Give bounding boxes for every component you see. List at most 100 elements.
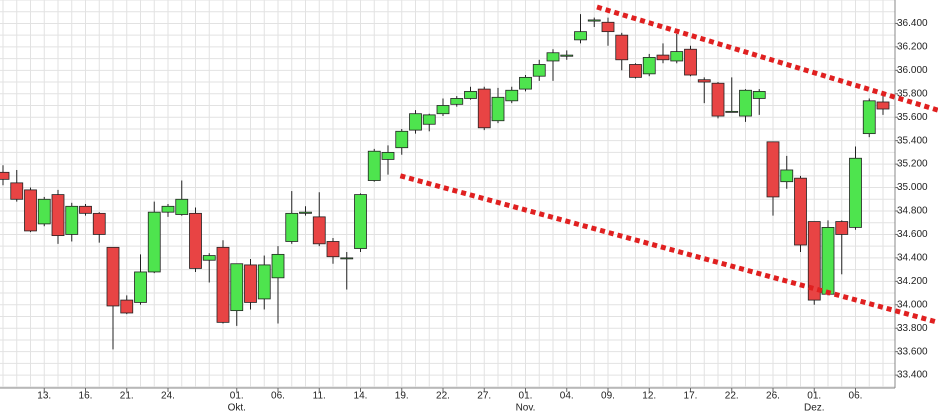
y-tick-label: 33.800 — [897, 323, 928, 334]
y-tick-label: 34.400 — [897, 253, 928, 264]
candle-body — [642, 57, 656, 75]
x-tick-label: 11. — [313, 391, 326, 402]
candle-body — [780, 169, 794, 183]
candle-body — [202, 255, 216, 261]
x-month-label: Dez. — [804, 403, 825, 414]
x-tick-label: 26. — [766, 391, 780, 402]
candle-body — [794, 177, 807, 246]
candle-body — [37, 198, 51, 225]
x-tick-label: 22. — [436, 391, 450, 402]
candle-body — [285, 212, 299, 242]
trend-line — [399, 173, 938, 325]
candle-body — [821, 227, 835, 295]
candle-body — [340, 257, 354, 260]
candle-body — [367, 150, 381, 181]
candle-body — [766, 141, 780, 198]
x-tick-label: 22. — [725, 391, 739, 402]
candle-body — [739, 89, 752, 117]
candle-body — [257, 264, 271, 300]
candle-body — [120, 299, 134, 314]
candle-body — [409, 113, 422, 131]
x-tick-label: 14. — [354, 391, 368, 402]
candle-body — [10, 182, 24, 200]
candle-body — [0, 171, 10, 180]
candle-body — [161, 205, 175, 213]
candle-body — [546, 52, 560, 62]
y-tick-label: 34.600 — [897, 229, 928, 240]
candle-body — [299, 211, 312, 214]
candle-body — [106, 246, 120, 307]
candle-body — [147, 211, 161, 273]
candle-body — [477, 88, 491, 129]
y-tick-label: 36.400 — [897, 18, 928, 29]
candle-body — [312, 216, 326, 245]
candle-body — [601, 21, 615, 33]
candle-body — [711, 82, 725, 117]
candle-body — [244, 264, 257, 303]
candle-body — [725, 110, 739, 113]
candle-body — [697, 79, 711, 83]
candle-body — [849, 157, 862, 228]
candle-body — [615, 34, 629, 61]
y-tick-label: 35.200 — [897, 159, 928, 170]
candle-body — [216, 246, 230, 323]
candle-body — [65, 205, 79, 235]
plot — [0, 0, 895, 388]
candle-body — [505, 89, 519, 102]
candle-body — [436, 105, 450, 115]
candle-body — [92, 212, 106, 235]
candle-body — [354, 194, 367, 249]
x-tick-label: 06. — [849, 391, 863, 402]
x-tick-label: 13. — [37, 391, 51, 402]
y-tick-label: 36.000 — [897, 65, 928, 76]
candle-body — [381, 151, 395, 160]
x-tick-label: 01. — [519, 391, 533, 402]
y-tick-label: 34.800 — [897, 206, 928, 217]
y-tick-label: 34.200 — [897, 276, 928, 287]
candle-body — [230, 263, 244, 312]
x-month-label: Nov. — [516, 403, 536, 414]
x-tick-label: 01. — [807, 391, 821, 402]
candle-body — [574, 31, 587, 41]
candle-body — [629, 64, 642, 78]
x-tick-label: 27. — [477, 391, 491, 402]
x-tick-label: 04. — [560, 391, 574, 402]
candle-body — [189, 212, 202, 269]
candle-body — [450, 98, 464, 105]
candle-body — [560, 54, 574, 57]
y-tick-label: 33.600 — [897, 346, 928, 357]
y-tick-label: 33.400 — [897, 370, 928, 381]
x-month-label: Okt. — [228, 403, 246, 414]
y-tick-label: 35.600 — [897, 112, 928, 123]
x-tick-label: 21. — [120, 391, 134, 402]
candle-body — [326, 241, 340, 258]
candle-body — [684, 48, 697, 76]
candle-body — [395, 130, 409, 149]
y-tick-label: 36.200 — [897, 42, 928, 53]
candle-body — [464, 91, 477, 99]
x-tick-label: 19. — [395, 391, 409, 402]
candle-body — [752, 91, 766, 99]
x-tick-label: 12. — [642, 391, 656, 402]
candle-body — [24, 189, 37, 232]
candle-body — [271, 253, 285, 279]
y-tick-label: 34.000 — [897, 299, 928, 310]
x-tick-label: 06. — [271, 391, 285, 402]
y-tick-label: 35.000 — [897, 182, 928, 193]
candle-body — [422, 114, 436, 125]
candle-body — [587, 19, 601, 22]
x-tick-label: 01. — [230, 391, 244, 402]
candle-body — [79, 205, 92, 214]
x-tick-label: 09. — [601, 391, 615, 402]
x-tick-label: 24. — [161, 391, 175, 402]
candle-body — [876, 101, 890, 110]
candle-body — [175, 198, 189, 215]
x-tick-label: 16. — [79, 391, 93, 402]
candle-body — [532, 64, 546, 77]
candle-body — [51, 194, 65, 237]
y-tick-label: 35.400 — [897, 135, 928, 146]
candle-body — [656, 54, 670, 61]
candle-body — [519, 76, 532, 90]
